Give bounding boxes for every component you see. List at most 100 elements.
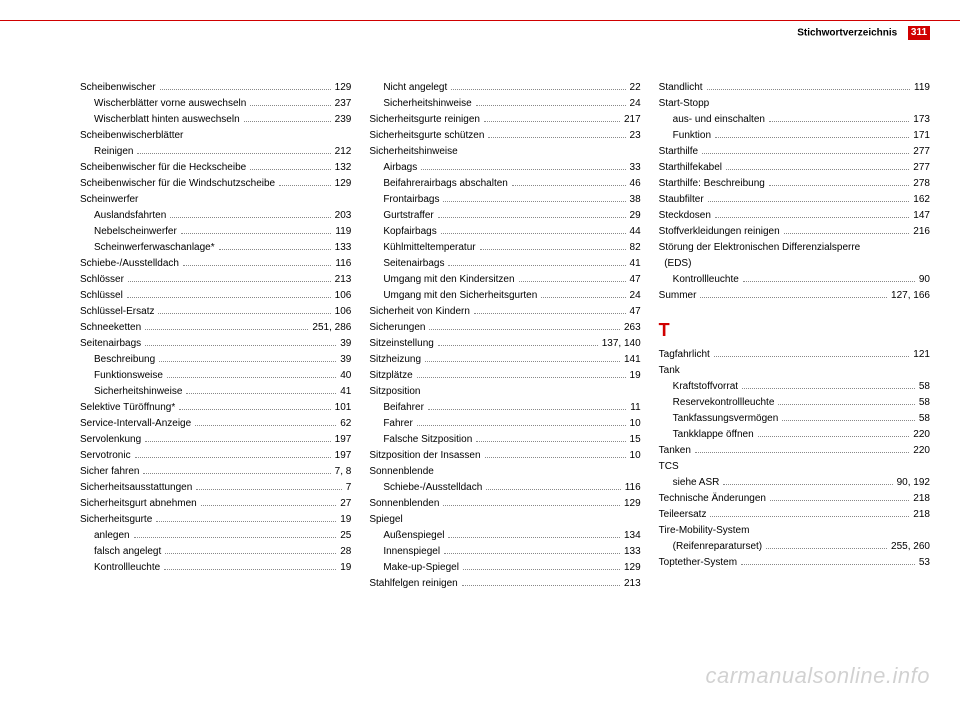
index-entry: Make-up-Spiegel129 [369, 560, 640, 576]
entry-page: 162 [913, 192, 930, 208]
entry-label: Kontrollleuchte [94, 560, 160, 576]
entry-page: 82 [630, 240, 641, 256]
entry-page: 22 [630, 80, 641, 96]
entry-label: Sicher fahren [80, 464, 139, 480]
page-number: 311 [908, 26, 930, 40]
entry-label: Tankfassungsvermögen [673, 411, 779, 427]
index-entry: Funktion171 [659, 128, 930, 144]
entry-label: Tire-Mobility-System [659, 523, 750, 539]
index-entry: Airbags33 [369, 160, 640, 176]
entry-label: Tagfahrlicht [659, 347, 710, 363]
entry-label: Tank [659, 363, 680, 379]
entry-page: 27 [340, 496, 351, 512]
index-entry: Sicherheit von Kindern47 [369, 304, 640, 320]
entry-label: Schiebe-/Ausstelldach [80, 256, 179, 272]
leader-dots [488, 137, 625, 138]
entry-label: Scheinwerferwaschanlage* [94, 240, 215, 256]
entry-label: Schneeketten [80, 320, 141, 336]
entry-label: Tanken [659, 443, 691, 459]
entry-page: 90, 192 [897, 475, 930, 491]
entry-page: 129 [335, 80, 352, 96]
leader-dots [707, 89, 910, 90]
entry-label: Steckdosen [659, 208, 711, 224]
leader-dots [715, 217, 909, 218]
leader-dots [127, 297, 331, 298]
entry-page: 46 [630, 176, 641, 192]
entry-page: 255, 260 [891, 539, 930, 555]
entry-label: Sicherungen [369, 320, 425, 336]
entry-page: 129 [335, 176, 352, 192]
entry-page: 220 [913, 427, 930, 443]
entry-page: 11 [630, 400, 640, 416]
entry-label: Sicherheitsausstattungen [80, 480, 192, 496]
leader-dots [417, 425, 626, 426]
entry-label: Standlicht [659, 80, 703, 96]
entry-page: 119 [335, 224, 351, 240]
entry-page: 217 [624, 112, 641, 128]
index-entry: falsch angelegt28 [80, 544, 351, 560]
leader-dots [443, 201, 625, 202]
index-entry: siehe ASR 90, 192 [659, 475, 930, 491]
entry-label: Scheibenwischer für die Windschutzscheib… [80, 176, 275, 192]
entry-label: Sicherheitsgurte schützen [369, 128, 484, 144]
index-entry: aus- und einschalten173 [659, 112, 930, 128]
entry-label: Kopfairbags [383, 224, 436, 240]
leader-dots [165, 553, 336, 554]
leader-dots [425, 361, 620, 362]
header-title: Stichwortverzeichnis [797, 28, 897, 39]
entry-label: siehe ASR [673, 475, 720, 491]
entry-page: 7 [346, 480, 352, 496]
entry-label: Nebelscheinwerfer [94, 224, 177, 240]
entry-page: 129 [624, 560, 641, 576]
entry-page: 106 [335, 288, 352, 304]
entry-label: Reinigen [94, 144, 133, 160]
entry-page: 132 [335, 160, 352, 176]
leader-dots [512, 185, 626, 186]
entry-label: Scheibenwischerblätter [80, 128, 183, 144]
index-entry: Technische Änderungen218 [659, 491, 930, 507]
entry-page: 116 [625, 480, 641, 496]
index-entry: Scheibenwischer für die Windschutzscheib… [80, 176, 351, 192]
index-entry: Sicher fahren7, 8 [80, 464, 351, 480]
entry-label: Servotronic [80, 448, 131, 464]
leader-dots [741, 564, 915, 565]
entry-label: Seitenairbags [80, 336, 141, 352]
leader-dots [441, 233, 626, 234]
index-entry: Sitzeinstellung137, 140 [369, 336, 640, 352]
leader-dots [726, 169, 909, 170]
entry-label: Sitzposition [369, 384, 420, 400]
entry-label: Schlösser [80, 272, 124, 288]
leader-dots [708, 201, 910, 202]
index-entry: Tankklappe öffnen220 [659, 427, 930, 443]
entry-label: Frontairbags [383, 192, 439, 208]
entry-label: Beifahrer [383, 400, 424, 416]
entry-page: 134 [624, 528, 641, 544]
leader-dots [279, 185, 331, 186]
leader-dots [474, 313, 626, 314]
entry-label: Selektive Türöffnung* [80, 400, 175, 416]
index-entry: Sicherheitsgurt abnehmen27 [80, 496, 351, 512]
entry-page: 41 [340, 384, 351, 400]
watermark: carmanualsonline.info [705, 663, 930, 689]
entry-page: 129 [624, 496, 641, 512]
index-entry: Scheibenwischerblätter [80, 128, 351, 144]
entry-label: Fahrer [383, 416, 412, 432]
index-entry: Funktionsweise40 [80, 368, 351, 384]
index-column-1: Scheibenwischer129Wischerblätter vorne a… [80, 80, 351, 592]
leader-dots [160, 89, 331, 90]
entry-page: 263 [624, 320, 641, 336]
leader-dots [448, 537, 619, 538]
leader-dots [710, 516, 909, 517]
entry-page: 133 [335, 240, 352, 256]
index-entry: Servotronic197 [80, 448, 351, 464]
leader-dots [250, 169, 330, 170]
entry-label: Funktionsweise [94, 368, 163, 384]
entry-label: Wischerblatt hinten auswechseln [94, 112, 240, 128]
index-entry: Kontrollleuchte90 [659, 272, 930, 288]
entry-label: Starthilfe: Beschreibung [659, 176, 765, 192]
index-columns: Scheibenwischer129Wischerblätter vorne a… [80, 80, 930, 592]
leader-dots [778, 404, 914, 405]
index-entry: Sicherheitsgurte schützen23 [369, 128, 640, 144]
section-letter: T [659, 316, 930, 345]
entry-label: Spiegel [369, 512, 402, 528]
